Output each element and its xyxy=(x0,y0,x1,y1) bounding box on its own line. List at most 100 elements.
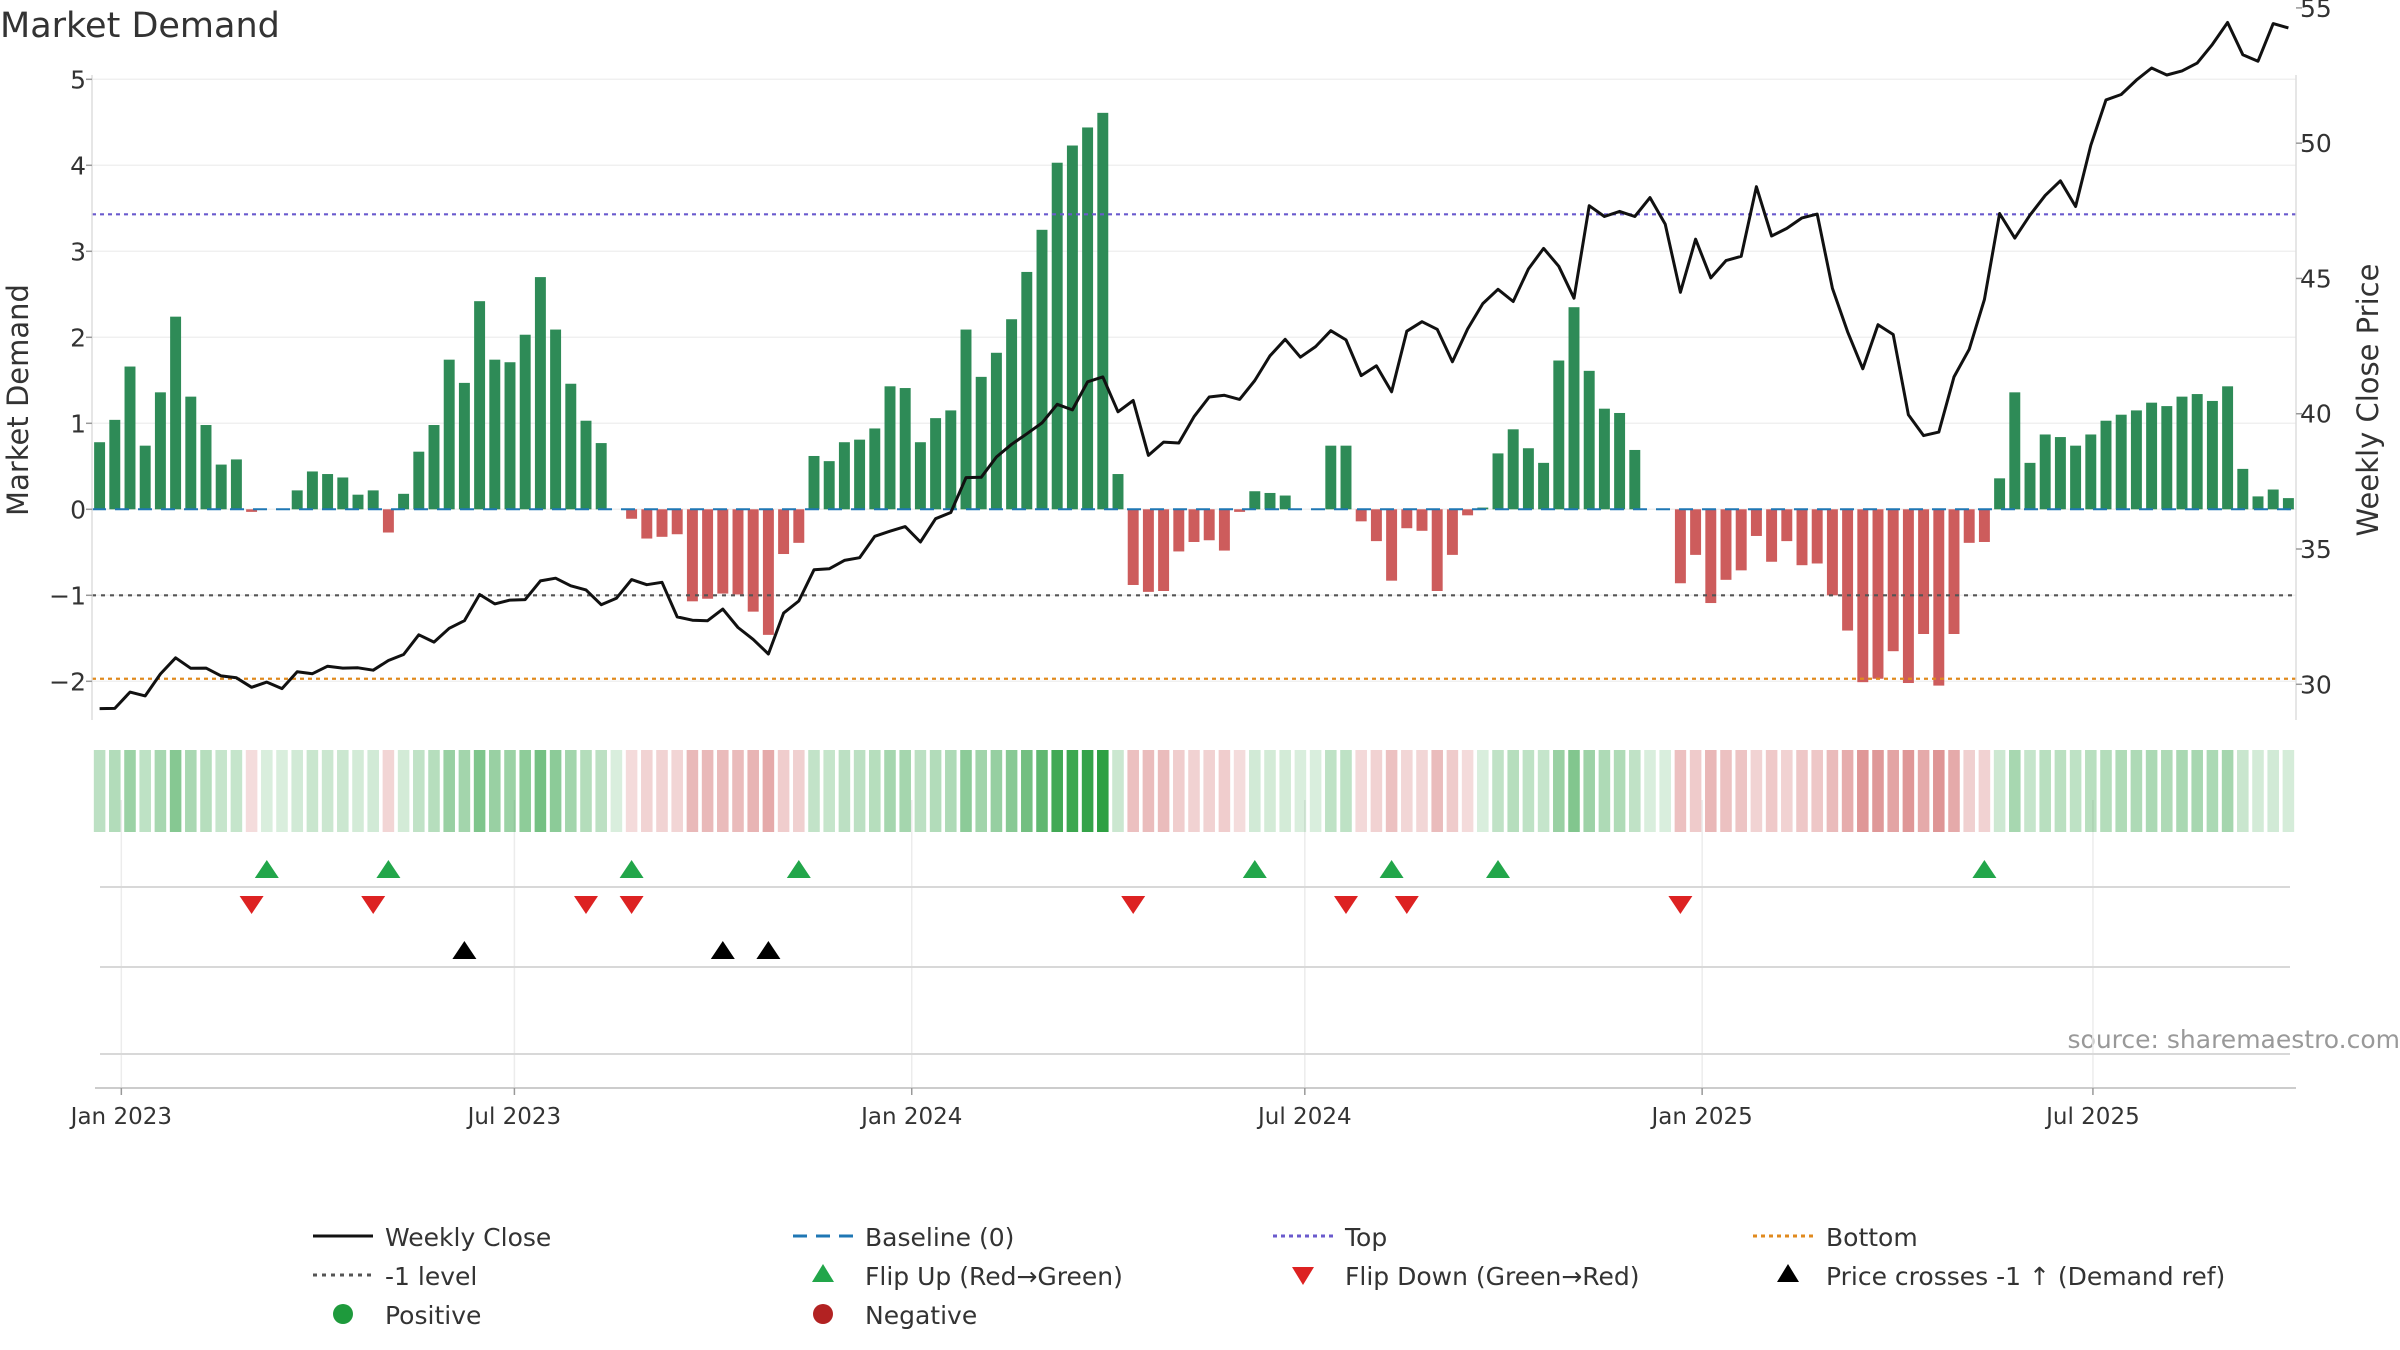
demand-bar xyxy=(702,509,714,599)
heat-cell xyxy=(1112,750,1124,832)
demand-bar xyxy=(899,388,911,510)
heat-cell xyxy=(686,750,699,832)
heat-cell xyxy=(185,750,197,832)
legend-positive-swatch xyxy=(333,1304,353,1324)
heat-cell xyxy=(504,750,516,832)
demand-bar xyxy=(595,443,607,510)
heat-cell xyxy=(261,750,273,832)
heat-cell xyxy=(1203,750,1215,832)
demand-bar xyxy=(2070,445,2082,510)
legend-flip-down: Flip Down (Green→Red) xyxy=(1345,1262,1640,1291)
heat-cell xyxy=(2009,750,2021,832)
heat-cell xyxy=(1598,750,1611,832)
demand-bar xyxy=(200,425,212,510)
demand-bar xyxy=(732,509,744,595)
demand-bar xyxy=(1872,509,1884,679)
heat-cell xyxy=(1036,750,1048,832)
y2-tick-label: 35 xyxy=(2300,535,2332,564)
heat-cell xyxy=(1446,750,1459,832)
demand-bar xyxy=(1127,509,1139,585)
demand-bar xyxy=(306,471,318,510)
legend-negative: Negative xyxy=(865,1301,977,1330)
demand-bar xyxy=(170,316,182,510)
demand-bar xyxy=(154,392,166,510)
demand-bar xyxy=(458,382,470,510)
heat-cell xyxy=(1507,750,1519,832)
heat-cell xyxy=(1233,750,1246,832)
heat-cell xyxy=(169,750,182,832)
heat-cell xyxy=(2039,750,2051,832)
demand-bar xyxy=(960,329,972,510)
demand-bar xyxy=(1948,509,1960,634)
demand-bar xyxy=(1097,112,1109,510)
heat-cell xyxy=(717,750,729,832)
heat-cell xyxy=(139,750,151,832)
heat-cell xyxy=(701,750,714,832)
heat-cell xyxy=(1142,750,1155,832)
heat-cell xyxy=(2115,750,2127,832)
heat-cell xyxy=(109,750,121,832)
price-cross-marker xyxy=(710,941,735,959)
flip-down-marker xyxy=(1394,896,1419,914)
demand-bar xyxy=(367,490,379,510)
demand-bar xyxy=(747,509,759,612)
heat-cell xyxy=(519,750,531,832)
heat-cell xyxy=(154,750,167,832)
demand-bar xyxy=(2085,434,2097,510)
heat-cell xyxy=(276,750,288,832)
heat-cell xyxy=(291,750,303,832)
demand-bar xyxy=(1781,509,1793,542)
demand-bar xyxy=(352,494,364,510)
demand-bar xyxy=(1234,509,1246,512)
demand-bar xyxy=(1568,307,1580,510)
heat-cell xyxy=(975,750,987,832)
y2-axis-label: Weekly Close Price xyxy=(2351,264,2385,537)
heat-cell xyxy=(2145,750,2158,832)
heat-cell xyxy=(1264,750,1276,832)
heat-cell xyxy=(443,750,455,832)
flip-down-marker xyxy=(361,896,386,914)
heat-cell xyxy=(1993,750,2006,832)
demand-bar xyxy=(246,509,258,512)
weekly-close-line xyxy=(99,21,2289,711)
demand-bar xyxy=(762,509,774,635)
demand-bar xyxy=(1750,509,1762,536)
demand-bar xyxy=(1826,509,1838,596)
legend-top: Top xyxy=(1344,1223,1387,1252)
demand-bar xyxy=(717,509,729,594)
heat-cell xyxy=(1127,750,1139,832)
demand-bar xyxy=(1340,445,1352,510)
demand-bar xyxy=(945,410,957,510)
demand-bar xyxy=(656,509,668,537)
demand-bar xyxy=(1963,509,1975,543)
heat-cell xyxy=(352,750,364,832)
heat-cell xyxy=(1659,750,1671,832)
demand-bar xyxy=(1264,492,1276,510)
heat-cell xyxy=(1887,750,1899,832)
heat-cell xyxy=(2054,750,2067,832)
heat-cell xyxy=(899,750,911,832)
heat-cell xyxy=(1431,750,1443,832)
heat-cell xyxy=(1188,750,1200,832)
demand-bar xyxy=(1386,509,1398,581)
flip-up-marker xyxy=(1242,860,1267,878)
heat-cell xyxy=(1674,750,1687,832)
heat-cell xyxy=(2161,750,2173,832)
demand-bar xyxy=(823,461,835,510)
demand-bar xyxy=(519,334,531,510)
source-label: source: sharemaestro.com xyxy=(2068,1025,2400,1054)
heat-cell xyxy=(2252,750,2264,832)
y-tick-label: 1 xyxy=(70,409,86,438)
demand-bar xyxy=(808,455,820,510)
heat-cell xyxy=(1492,750,1504,832)
demand-bar xyxy=(1021,271,1033,510)
legend-minus-one: -1 level xyxy=(385,1262,477,1291)
x-tick-label: Jan 2024 xyxy=(859,1104,962,1130)
demand-bar xyxy=(428,425,440,510)
heat-cell xyxy=(1978,750,1991,832)
demand-bar xyxy=(838,442,850,510)
heat-cell xyxy=(1796,750,1808,832)
demand-bar xyxy=(1902,509,1914,684)
demand-bar xyxy=(1158,509,1170,591)
